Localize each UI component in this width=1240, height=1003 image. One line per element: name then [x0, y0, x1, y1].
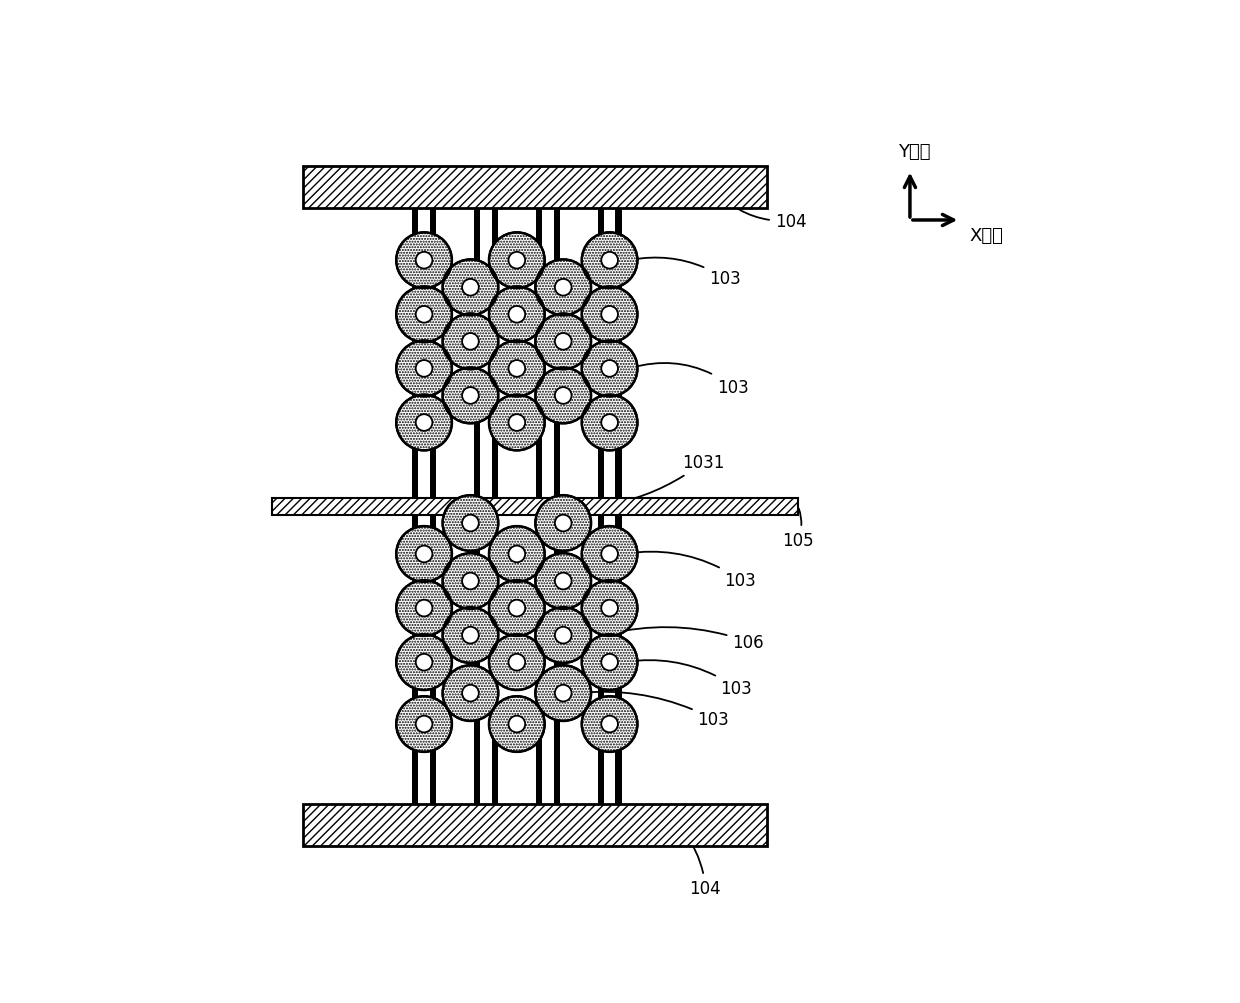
Circle shape: [582, 341, 637, 397]
Bar: [430, 210, 436, 803]
Circle shape: [443, 314, 498, 370]
Circle shape: [443, 608, 498, 663]
Circle shape: [536, 666, 591, 721]
Text: 103: 103: [631, 364, 749, 396]
Circle shape: [463, 334, 479, 350]
Circle shape: [489, 696, 544, 752]
Text: 103: 103: [626, 552, 756, 590]
Text: 103: 103: [626, 660, 753, 697]
Circle shape: [601, 716, 618, 732]
Circle shape: [554, 627, 572, 644]
Circle shape: [397, 395, 451, 451]
Circle shape: [601, 600, 618, 617]
FancyBboxPatch shape: [303, 166, 766, 210]
Text: 1031: 1031: [520, 454, 724, 508]
Circle shape: [489, 395, 544, 451]
FancyBboxPatch shape: [303, 803, 766, 847]
Circle shape: [601, 361, 618, 377]
Circle shape: [463, 516, 479, 532]
Circle shape: [554, 573, 572, 590]
Circle shape: [415, 600, 433, 617]
Bar: [474, 210, 480, 803]
Circle shape: [463, 573, 479, 590]
Circle shape: [489, 341, 544, 397]
Circle shape: [397, 696, 451, 752]
Bar: [492, 210, 498, 803]
Circle shape: [489, 635, 544, 690]
Circle shape: [601, 253, 618, 269]
Circle shape: [489, 527, 544, 582]
Circle shape: [443, 495, 498, 552]
Circle shape: [601, 546, 618, 563]
Circle shape: [397, 581, 451, 636]
Circle shape: [508, 307, 526, 323]
Circle shape: [463, 280, 479, 296]
Circle shape: [443, 554, 498, 609]
Text: 106: 106: [610, 628, 764, 651]
Circle shape: [536, 495, 591, 552]
Circle shape: [508, 253, 526, 269]
Bar: [412, 210, 418, 803]
Circle shape: [554, 516, 572, 532]
Circle shape: [508, 361, 526, 377]
Circle shape: [508, 600, 526, 617]
Circle shape: [463, 388, 479, 404]
Circle shape: [582, 395, 637, 451]
Text: 105: 105: [782, 510, 813, 549]
Circle shape: [463, 627, 479, 644]
Circle shape: [508, 654, 526, 671]
Circle shape: [582, 233, 637, 289]
Circle shape: [415, 361, 433, 377]
Bar: [598, 210, 604, 803]
FancyBboxPatch shape: [272, 498, 797, 515]
Circle shape: [415, 307, 433, 323]
Circle shape: [415, 253, 433, 269]
Text: 103: 103: [580, 692, 729, 728]
Text: Y方向: Y方向: [898, 143, 930, 161]
Circle shape: [536, 608, 591, 663]
Circle shape: [554, 334, 572, 350]
Circle shape: [443, 368, 498, 424]
Circle shape: [443, 260, 498, 316]
Circle shape: [397, 635, 451, 690]
Circle shape: [415, 546, 433, 563]
Circle shape: [443, 666, 498, 721]
Circle shape: [536, 260, 591, 316]
Circle shape: [582, 527, 637, 582]
Bar: [553, 210, 559, 803]
Circle shape: [508, 415, 526, 431]
Circle shape: [489, 287, 544, 343]
Text: X方向: X方向: [970, 228, 1003, 245]
Circle shape: [554, 685, 572, 702]
Circle shape: [554, 388, 572, 404]
Circle shape: [508, 716, 526, 732]
Circle shape: [489, 233, 544, 289]
Bar: [615, 210, 621, 803]
Circle shape: [554, 280, 572, 296]
Circle shape: [415, 654, 433, 671]
Circle shape: [397, 527, 451, 582]
Circle shape: [397, 287, 451, 343]
Circle shape: [582, 581, 637, 636]
Circle shape: [415, 415, 433, 431]
Circle shape: [582, 287, 637, 343]
Circle shape: [463, 685, 479, 702]
Circle shape: [601, 415, 618, 431]
Text: 104: 104: [714, 190, 806, 231]
Text: 103: 103: [632, 259, 740, 288]
Circle shape: [536, 368, 591, 424]
Circle shape: [601, 307, 618, 323]
Circle shape: [582, 696, 637, 752]
Circle shape: [415, 716, 433, 732]
Text: 104: 104: [683, 831, 722, 897]
Circle shape: [536, 554, 591, 609]
Circle shape: [582, 635, 637, 690]
Circle shape: [397, 233, 451, 289]
Circle shape: [536, 314, 591, 370]
Circle shape: [489, 581, 544, 636]
Circle shape: [601, 654, 618, 671]
Bar: [536, 210, 542, 803]
Circle shape: [508, 546, 526, 563]
Circle shape: [397, 341, 451, 397]
